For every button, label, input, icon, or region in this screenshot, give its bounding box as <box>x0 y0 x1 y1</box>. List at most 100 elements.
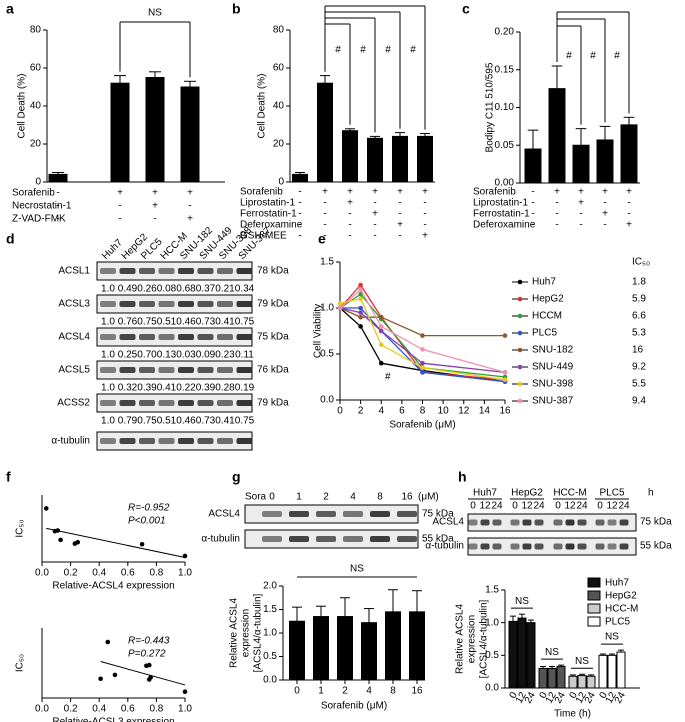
lane-label: 12 <box>606 501 618 512</box>
group-label: HepG2 <box>511 488 543 499</box>
blot-band <box>577 519 587 526</box>
point <box>72 541 78 546</box>
treatment-sign: - <box>398 231 401 242</box>
legend-marker <box>517 347 523 353</box>
blot-row-label: ACSL4 <box>58 332 90 343</box>
x-tick-label: 24 <box>583 690 598 706</box>
y-tick-label: 0 <box>278 177 284 188</box>
ratio-label: 0.73 <box>196 416 216 427</box>
treatment-sign: - <box>298 231 301 242</box>
point <box>378 342 384 348</box>
treatment-sign: + <box>422 187 428 198</box>
y-tick-label: 20 <box>273 139 285 150</box>
bar <box>361 622 377 681</box>
bar <box>342 130 358 183</box>
lane-label: 12 <box>479 501 491 512</box>
x-tick-label: 4 <box>366 686 372 697</box>
lane-label: 0 <box>597 501 603 512</box>
ratio-label: 1.0 <box>101 350 115 361</box>
treatment-label: Sorafenib <box>473 187 516 198</box>
blot-band <box>289 536 309 542</box>
y-tick-label: 1.0 <box>485 617 499 628</box>
panel-label: g <box>232 469 241 485</box>
point <box>358 314 363 320</box>
x-tick-label: 0.4 <box>92 704 106 715</box>
blot-band <box>217 400 233 406</box>
bar <box>48 173 68 183</box>
legend-swatch <box>587 590 601 601</box>
y-tick-label: 0.5 <box>320 349 334 360</box>
blot-band <box>565 519 575 526</box>
ratio-label: 0.41 <box>215 317 235 328</box>
blot-band <box>619 519 629 526</box>
treatment-sign: - <box>56 201 59 212</box>
treatment-sign: - <box>627 209 630 220</box>
blot-band <box>492 519 502 526</box>
bar <box>180 86 200 183</box>
bar <box>289 620 305 681</box>
blot-band <box>236 301 253 307</box>
legend-swatch <box>587 603 601 614</box>
treatment-sign: - <box>348 209 351 220</box>
treatment-sign: + <box>372 187 378 198</box>
x-axis-label: Relative-ACSL4 expression <box>52 581 174 592</box>
ratio-label: 0.32 <box>118 383 138 394</box>
blot-band <box>100 301 116 307</box>
blot-row-label: ACSL4 <box>432 517 464 528</box>
lane-label: 0 <box>470 501 476 512</box>
lane-label: 0 <box>269 492 275 503</box>
blot-band <box>139 268 155 274</box>
blot-band <box>178 301 194 307</box>
ratio-label: 0.73 <box>196 317 216 328</box>
x-tick-label: 0.6 <box>121 568 135 579</box>
annotation: NS <box>515 596 529 607</box>
kda-label: 79 kDa <box>257 398 289 409</box>
lane-label: 0 <box>555 501 561 512</box>
bar <box>596 139 614 184</box>
blot-row-label: ACSL4 <box>208 509 240 520</box>
treatment-sign: - <box>323 220 326 231</box>
point <box>337 301 343 306</box>
x-tick-label: 0 <box>294 686 300 697</box>
treatment-sign: - <box>531 198 534 209</box>
ratio-label: 0.39 <box>196 383 216 394</box>
treatment-label: Liprostatin-1 <box>473 198 528 209</box>
legend-ic50: 16 <box>632 345 644 356</box>
legend-label: SNU-398 <box>532 379 574 390</box>
treatment-sign: - <box>579 220 582 231</box>
x-tick-label: 0.8 <box>149 704 163 715</box>
ratio-label: 0.13 <box>157 350 177 361</box>
x-tick-label: 12 <box>544 690 559 706</box>
y-axis-label: Relative ACSL4 <box>229 598 240 668</box>
blot-band <box>343 536 363 542</box>
treatment-sign: - <box>298 209 301 220</box>
treatment-sign: + <box>626 187 632 198</box>
kda-label: 75 kDa <box>640 517 672 528</box>
blot-band <box>468 543 478 550</box>
y-tick-label: 1.0 <box>263 628 277 639</box>
blot-band <box>197 268 214 274</box>
kda-label: 75 kDa <box>422 509 454 520</box>
x-tick-label: 12 <box>514 690 529 706</box>
group-label: HCC-M <box>553 488 586 499</box>
point <box>337 305 343 311</box>
point <box>105 639 111 645</box>
blot-band <box>397 511 417 517</box>
x-tick-label: 0.0 <box>35 704 49 715</box>
treatment-sign: - <box>56 214 59 225</box>
point <box>146 677 152 682</box>
bar <box>598 654 608 689</box>
ratio-label: 1.0 <box>101 284 115 295</box>
treatment-sign: + <box>117 188 123 199</box>
treatment-sign: - <box>323 231 326 242</box>
ratio-label: 0.37 <box>196 284 216 295</box>
x-tick-label: 16 <box>499 406 511 417</box>
legend-label: HCC-M <box>605 604 638 615</box>
blot-band <box>343 511 363 517</box>
blot-band <box>197 334 214 340</box>
bar <box>556 665 566 689</box>
x-tick-label: 0 <box>598 690 611 701</box>
ratio-label: 0.79 <box>118 416 138 427</box>
y-axis-label: [ACSL4/α-tubulin] <box>479 599 490 678</box>
y-tick-label: 0.20 <box>495 27 515 38</box>
